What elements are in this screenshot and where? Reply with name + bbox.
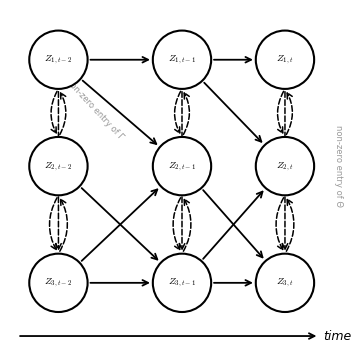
Text: time: time (323, 329, 351, 343)
Text: $Z_{2,t-2}$: $Z_{2,t-2}$ (44, 160, 72, 173)
FancyArrowPatch shape (286, 93, 292, 135)
Circle shape (256, 254, 314, 312)
Text: $Z_{1,t-2}$: $Z_{1,t-2}$ (44, 53, 72, 66)
Text: $Z_{2,t-1}$: $Z_{2,t-1}$ (168, 160, 196, 173)
Text: $Z_{3,t-1}$: $Z_{3,t-1}$ (168, 276, 196, 289)
Circle shape (29, 254, 88, 312)
FancyArrowPatch shape (286, 199, 294, 251)
Circle shape (153, 30, 211, 89)
FancyArrowPatch shape (183, 199, 191, 251)
Text: $Z_{2,t}$: $Z_{2,t}$ (276, 160, 294, 173)
Text: non-zero entry of Γ: non-zero entry of Γ (64, 77, 125, 142)
Text: non-zero entry of Θ: non-zero entry of Θ (334, 125, 343, 207)
Text: $Z_{3,t}$: $Z_{3,t}$ (276, 276, 294, 289)
FancyArrowPatch shape (276, 198, 284, 250)
FancyArrowPatch shape (183, 93, 189, 135)
FancyArrowPatch shape (60, 93, 66, 135)
FancyArrowPatch shape (175, 91, 181, 133)
FancyArrowPatch shape (277, 91, 284, 133)
FancyArrowPatch shape (60, 199, 67, 251)
Circle shape (29, 137, 88, 195)
FancyArrowPatch shape (51, 91, 57, 133)
Circle shape (29, 30, 88, 89)
FancyArrowPatch shape (50, 198, 57, 250)
Circle shape (153, 254, 211, 312)
Circle shape (256, 30, 314, 89)
Text: $Z_{1,t}$: $Z_{1,t}$ (276, 53, 294, 66)
Text: $Z_{3,t-2}$: $Z_{3,t-2}$ (44, 276, 72, 289)
Circle shape (256, 137, 314, 195)
FancyArrowPatch shape (173, 198, 181, 250)
Text: $Z_{1,t-1}$: $Z_{1,t-1}$ (168, 53, 196, 66)
Circle shape (153, 137, 211, 195)
